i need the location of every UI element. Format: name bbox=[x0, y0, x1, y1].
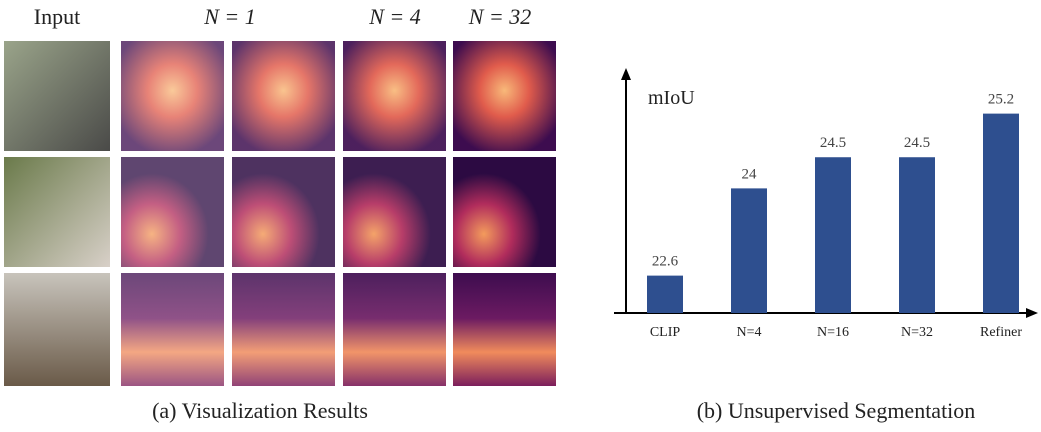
heatmap bbox=[343, 157, 446, 267]
x-tick-label: N=16 bbox=[817, 325, 849, 340]
heatmaps bbox=[121, 41, 556, 386]
input-images bbox=[4, 41, 110, 386]
value-label: 25.2 bbox=[988, 92, 1014, 108]
value-label: 24 bbox=[742, 166, 758, 182]
y-axis-arrow bbox=[621, 68, 631, 80]
heatmap bbox=[232, 157, 335, 267]
column-header: N = 32 bbox=[468, 4, 532, 29]
x-axis-arrow bbox=[1026, 308, 1038, 318]
heatmap bbox=[232, 41, 335, 151]
x-tick-label: Refiner bbox=[980, 325, 1022, 340]
heatmap bbox=[121, 157, 224, 267]
bar bbox=[899, 157, 935, 313]
column-header: N = 1 bbox=[203, 4, 256, 29]
value-label: 24.5 bbox=[820, 135, 846, 151]
bar bbox=[647, 275, 683, 313]
y-axis-label: mIoU bbox=[648, 87, 695, 109]
heatmap bbox=[121, 41, 224, 151]
heatmap bbox=[453, 157, 556, 267]
value-label: 24.5 bbox=[904, 135, 930, 151]
column-header: Input bbox=[34, 4, 80, 29]
caption: (b) Unsupervised Segmentation bbox=[697, 398, 976, 423]
input-image bbox=[4, 157, 110, 267]
x-tick-label: CLIP bbox=[650, 325, 681, 340]
x-tick-label: N=4 bbox=[736, 325, 761, 340]
heatmap bbox=[121, 273, 224, 386]
heatmap bbox=[453, 41, 556, 151]
value-label: 22.6 bbox=[652, 254, 679, 270]
heatmap bbox=[343, 41, 446, 151]
input-image bbox=[4, 41, 110, 151]
heatmap bbox=[232, 273, 335, 386]
input-image bbox=[4, 273, 110, 386]
bar bbox=[815, 157, 851, 313]
bar bbox=[731, 188, 767, 313]
heatmap bbox=[453, 273, 556, 386]
x-tick-label: N=32 bbox=[901, 325, 933, 340]
bar bbox=[983, 113, 1019, 313]
heatmap bbox=[343, 273, 446, 386]
caption: (a) Visualization Results bbox=[152, 398, 368, 423]
column-header: N = 4 bbox=[368, 4, 421, 29]
